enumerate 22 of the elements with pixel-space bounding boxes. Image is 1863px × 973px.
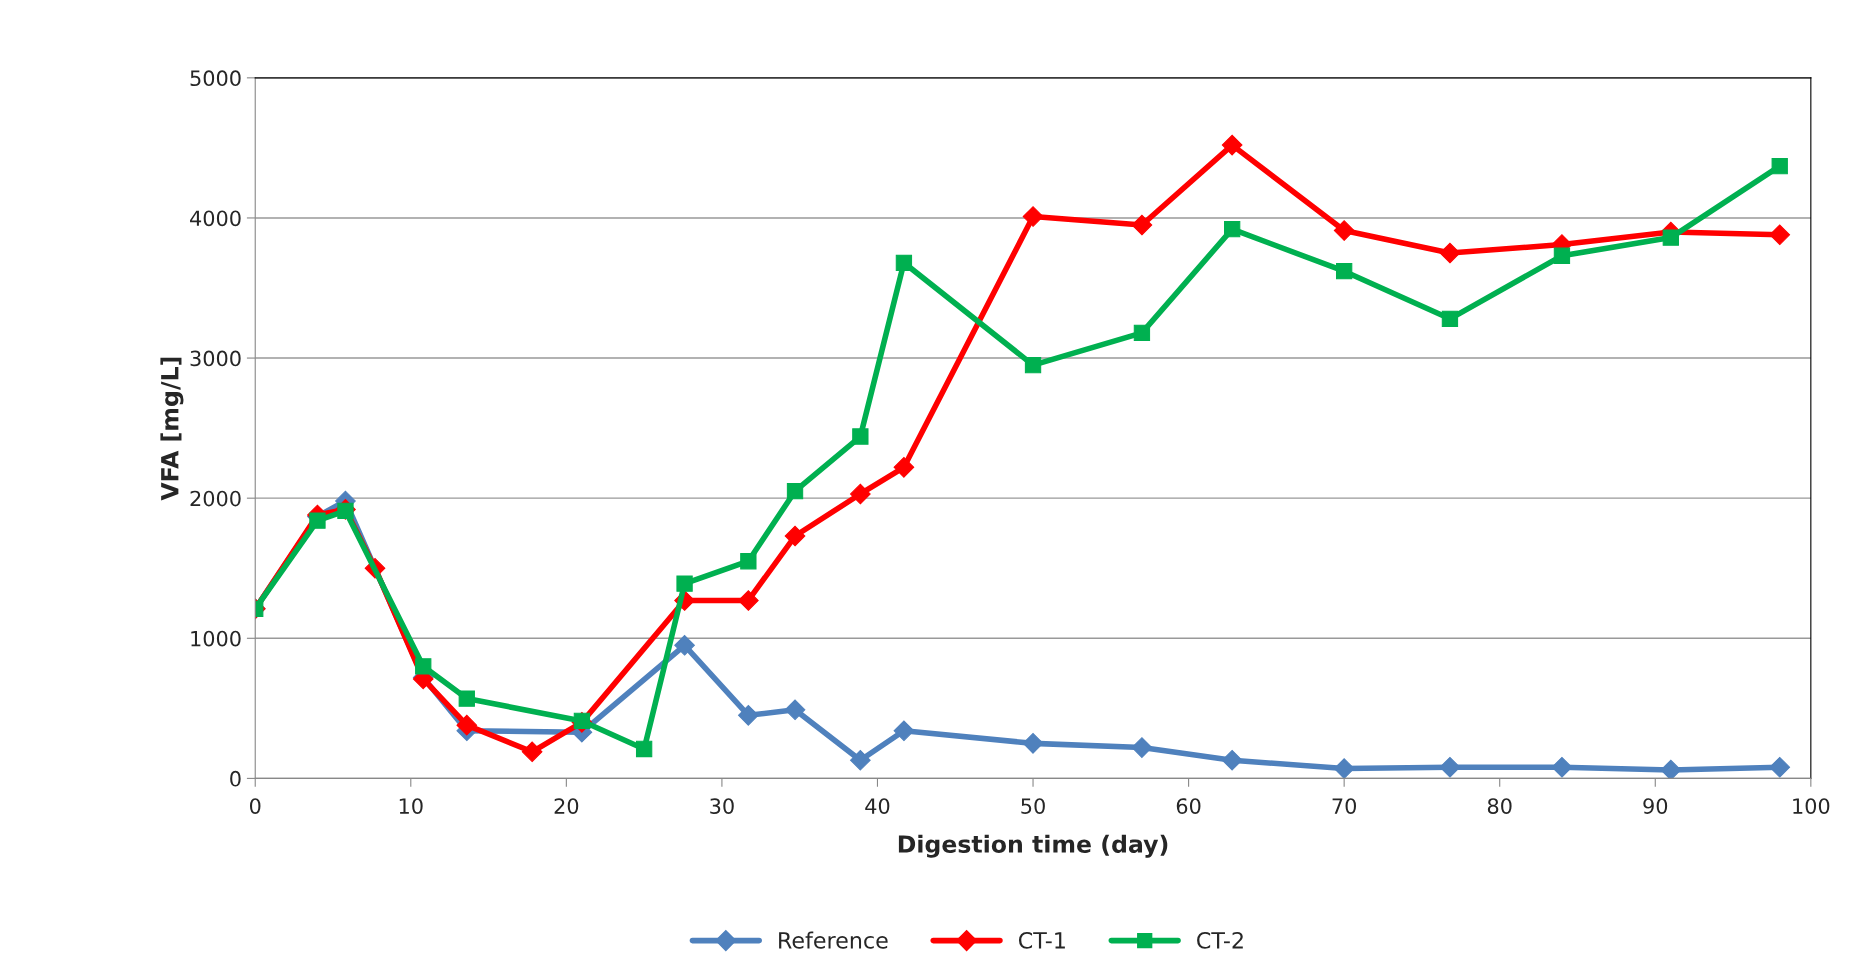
x-tick-label: 0 xyxy=(249,798,261,814)
x-tick-label: 90 xyxy=(1643,798,1668,814)
y-tick-label: 4000 xyxy=(190,210,241,227)
y-tick-label: 0 xyxy=(230,770,241,787)
y-tick-label: 1000 xyxy=(191,630,241,647)
x-tick-label: 70 xyxy=(1332,798,1357,814)
x-tick-label: 40 xyxy=(865,798,890,814)
x-axis-title: Digestion time (day) xyxy=(898,834,1168,858)
x-tick-label: 10 xyxy=(399,798,423,814)
x-tick-label: 30 xyxy=(710,798,734,814)
y-tick-label: 5000 xyxy=(190,70,241,87)
x-tick-label: 100 xyxy=(1793,798,1830,814)
x-tick-label: 60 xyxy=(1176,798,1201,814)
legend-label: CT-1 xyxy=(1018,931,1065,949)
legend-label: CT-2 xyxy=(1197,931,1243,949)
x-tick-label: 20 xyxy=(554,798,579,814)
legend-label: Reference xyxy=(779,931,888,949)
y-axis-title: VFA [mg/L] xyxy=(160,357,184,501)
x-tick-label: 50 xyxy=(1021,798,1045,814)
y-tick-label: 2000 xyxy=(190,490,241,507)
y-tick-label: 3000 xyxy=(190,350,241,367)
x-tick-label: 80 xyxy=(1487,798,1512,814)
